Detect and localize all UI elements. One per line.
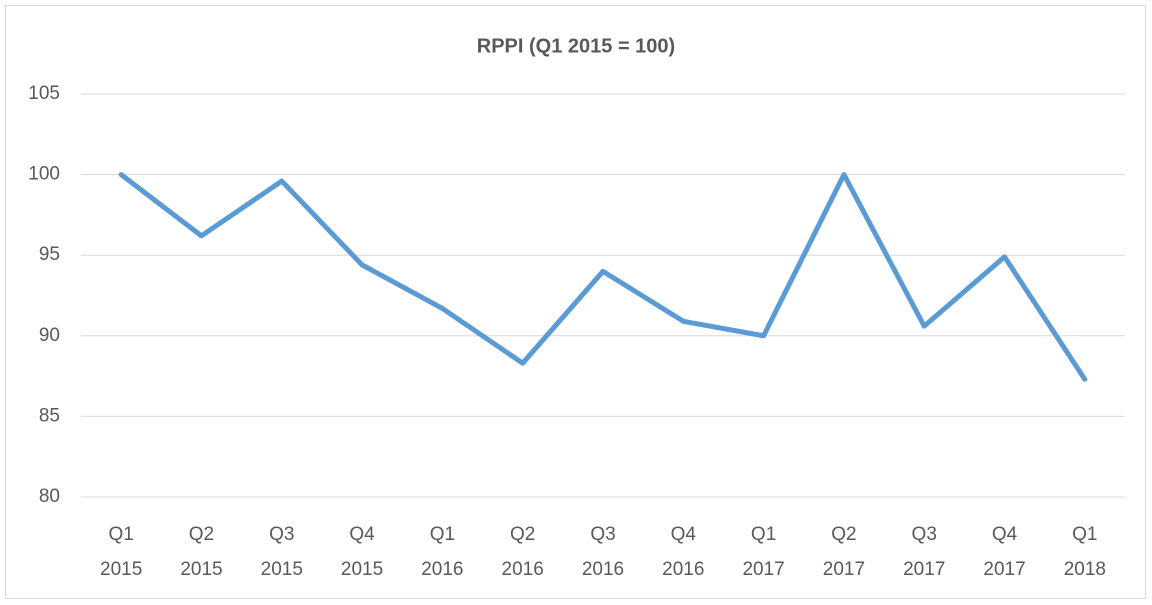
y-tick-label: 105 bbox=[28, 83, 60, 104]
x-tick-label-line: 2018 bbox=[1064, 559, 1106, 580]
x-tick-label-line: 2016 bbox=[421, 559, 463, 580]
x-tick-label-line: Q2 bbox=[510, 524, 535, 545]
x-tick-label: Q2 2016 bbox=[502, 524, 544, 580]
x-tick-label-line: 2016 bbox=[502, 559, 544, 580]
x-tick-label-line: Q1 bbox=[751, 524, 776, 545]
x-tick-label: Q3 2017 bbox=[903, 524, 945, 580]
x-tick-label-line: Q1 bbox=[430, 524, 455, 545]
line-series bbox=[118, 172, 1088, 382]
x-tick-label: Q2 2015 bbox=[180, 524, 222, 580]
x-tick-label-line: 2017 bbox=[823, 559, 865, 580]
x-tick-label-line: Q1 bbox=[108, 524, 133, 545]
x-tick-label-line: 2017 bbox=[983, 559, 1025, 580]
x-tick-label: Q4 2015 bbox=[341, 524, 383, 580]
x-tick-label-line: Q3 bbox=[590, 524, 615, 545]
x-tick-label-line: 2015 bbox=[261, 559, 303, 580]
x-tick-label-line: 2015 bbox=[180, 559, 222, 580]
y-tick-label: 100 bbox=[28, 164, 60, 185]
x-tick-label: Q1 2015 bbox=[100, 524, 142, 580]
x-tick-label-line: 2016 bbox=[662, 559, 704, 580]
x-tick-label-line: Q4 bbox=[992, 524, 1018, 545]
y-tick-label: 80 bbox=[39, 486, 60, 507]
x-tick-label: Q3 2016 bbox=[582, 524, 624, 580]
y-tick-label: 85 bbox=[39, 405, 60, 426]
x-tick-label: Q2 2017 bbox=[823, 524, 865, 580]
x-tick-label-line: 2016 bbox=[582, 559, 624, 580]
x-tick-label: Q1 2017 bbox=[742, 524, 784, 580]
x-tick-label-line: Q2 bbox=[831, 524, 856, 545]
x-tick-label-line: Q2 bbox=[189, 524, 214, 545]
x-tick-label: Q1 2016 bbox=[421, 524, 463, 580]
x-tick-label-line: 2017 bbox=[742, 559, 784, 580]
y-tick-label: 95 bbox=[39, 244, 60, 265]
x-tick-label-line: 2017 bbox=[903, 559, 945, 580]
x-tick-label-line: 2015 bbox=[100, 559, 142, 580]
x-tick-label-line: Q3 bbox=[912, 524, 937, 545]
x-tick-label-line: Q4 bbox=[349, 524, 375, 545]
x-tick-label-line: Q1 bbox=[1072, 524, 1097, 545]
y-tick-label: 90 bbox=[39, 325, 60, 346]
x-tick-label: Q1 2018 bbox=[1064, 524, 1106, 580]
x-tick-label: Q3 2015 bbox=[261, 524, 303, 580]
x-tick-label-line: 2015 bbox=[341, 559, 383, 580]
x-tick-label-line: Q4 bbox=[671, 524, 697, 545]
chart-title: RPPI (Q1 2015 = 100) bbox=[477, 35, 675, 57]
x-tick-label: Q4 2017 bbox=[983, 524, 1025, 580]
x-tick-label: Q4 2016 bbox=[662, 524, 704, 580]
x-tick-label-line: Q3 bbox=[269, 524, 294, 545]
